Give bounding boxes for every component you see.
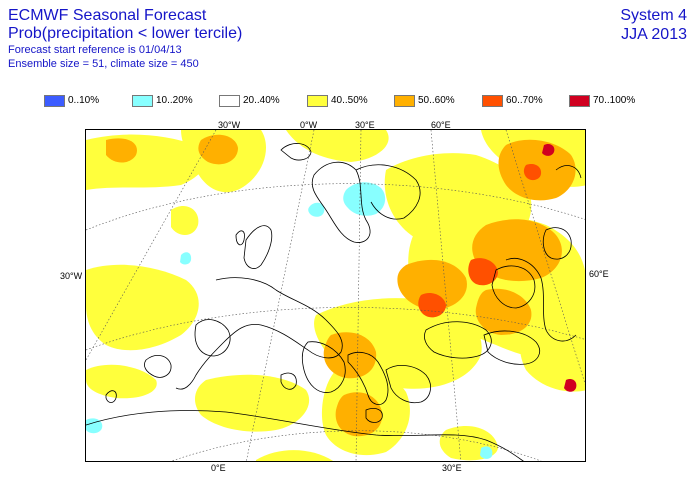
legend-swatch bbox=[132, 95, 153, 107]
season-label: JJA 2013 bbox=[621, 26, 687, 43]
graticule-label-top-60e: 60°E bbox=[431, 120, 451, 130]
legend-label: 40..50% bbox=[331, 95, 368, 106]
legend-swatch bbox=[394, 95, 415, 107]
legend-label: 20..40% bbox=[243, 95, 280, 106]
probability-areas-70-100 bbox=[542, 143, 577, 392]
legend-label: 50..60% bbox=[418, 95, 455, 106]
ensemble-size: Ensemble size = 51, climate size = 450 bbox=[8, 58, 199, 70]
probability-areas-10-20 bbox=[86, 182, 493, 459]
map-canvas bbox=[86, 130, 585, 461]
system-block: System 4 JJA 2013 bbox=[620, 6, 687, 44]
legend-label: 70..100% bbox=[593, 95, 636, 106]
forecast-map bbox=[85, 129, 586, 462]
graticule-label-top-30e: 30°E bbox=[355, 120, 375, 130]
graticule-label-right-60e: 60°E bbox=[589, 269, 609, 279]
graticule-label-bottom-30e: 30°E bbox=[442, 463, 462, 473]
chart-subtitle: Prob(precipitation < lower tercile) bbox=[8, 25, 243, 42]
chart-title: ECMWF Seasonal Forecast bbox=[8, 7, 207, 24]
graticule-label-top-0w: 0°W bbox=[300, 120, 318, 130]
graticule-label-bottom-0e: 0°E bbox=[211, 463, 226, 473]
coastlines bbox=[86, 143, 582, 461]
probability-areas-60-70 bbox=[418, 164, 542, 318]
graticule-label-left-30w: 30°W bbox=[60, 271, 83, 281]
legend-swatch bbox=[482, 95, 503, 107]
graticule-lines bbox=[86, 130, 585, 461]
legend-swatch bbox=[307, 95, 328, 107]
legend-swatch bbox=[219, 95, 240, 107]
title-block: ECMWF Seasonal Forecast Prob(precipitati… bbox=[8, 6, 242, 71]
graticule-label-top-30w: 30°W bbox=[218, 120, 241, 130]
forecast-start-reference: Forecast start reference is 01/04/13 bbox=[8, 44, 182, 56]
legend-swatch bbox=[569, 95, 590, 107]
legend-label: 0..10% bbox=[68, 95, 100, 106]
system-label: System 4 bbox=[620, 7, 687, 24]
legend-label: 60..70% bbox=[506, 95, 543, 106]
legend-swatch bbox=[44, 95, 65, 107]
legend-label: 10..20% bbox=[156, 95, 193, 106]
